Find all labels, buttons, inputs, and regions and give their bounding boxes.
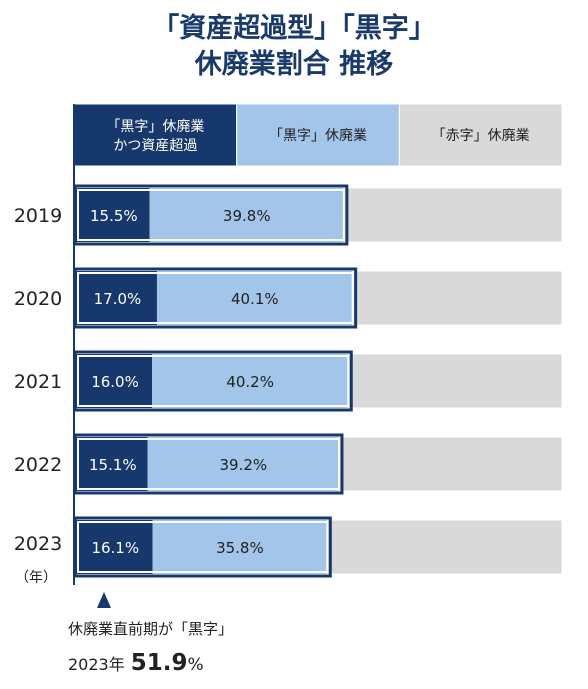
data-label-dark-2020: 17.0% — [94, 290, 142, 308]
bar-outline-2022 — [73, 433, 344, 495]
bar-inner-outline-2023 — [77, 521, 329, 573]
bar-inner-outline-2021 — [77, 355, 350, 407]
note-year: 2023年 — [68, 655, 125, 674]
bar-outline-2023 — [73, 516, 332, 578]
legend-swatch-2 — [236, 103, 400, 167]
note-unit: % — [187, 655, 204, 675]
bar-segment-light-2021 — [152, 354, 349, 408]
bar-outline-2019 — [73, 184, 349, 246]
legend-label-2: 「黒字」休廃業 — [269, 127, 367, 144]
legend-swatch-3 — [398, 103, 563, 167]
data-label-light-2023: 35.8% — [216, 539, 264, 557]
bar-segment-light-2019 — [149, 188, 344, 242]
bar-outline-2020 — [73, 267, 358, 329]
legend-label-3: 「赤字」休廃業 — [432, 127, 530, 144]
bar-segment-light-2022 — [147, 437, 339, 491]
data-label-dark-2023: 16.1% — [91, 539, 139, 557]
chart-title-line1: 「資産超過型」「黒字」 — [152, 13, 436, 44]
data-label-light-2019: 39.8% — [223, 207, 271, 225]
bar-segment-gray-2020 — [352, 270, 563, 326]
bar-segment-dark-2020 — [74, 271, 157, 325]
y-tick-label-2020: 2020 — [14, 288, 62, 310]
data-label-dark-2022: 15.1% — [89, 456, 137, 474]
bar-segment-dark-2023 — [74, 520, 153, 574]
y-tick-label-2022: 2022 — [14, 454, 62, 476]
bar-segment-gray-2021 — [347, 353, 563, 409]
note-value-line: 2023年 51.9% — [68, 650, 204, 676]
y-tick-label-2019: 2019 — [14, 205, 62, 227]
y-unit-label: （年） — [15, 570, 57, 586]
bar-inner-outline-2022 — [77, 438, 340, 490]
bar-segment-light-2023 — [152, 520, 328, 574]
bar-segment-dark-2021 — [74, 354, 153, 408]
bar-segment-gray-2023 — [326, 519, 563, 575]
bar-inner-outline-2019 — [77, 189, 345, 241]
bar-segment-dark-2022 — [74, 437, 148, 491]
bar-inner-outline-2020 — [77, 272, 354, 324]
note-value: 51.9 — [130, 650, 188, 676]
chart-title-line2: 休廃業割合 推移 — [194, 49, 394, 80]
triangle-up-icon — [97, 592, 111, 608]
bar-segment-dark-2019 — [74, 188, 150, 242]
bar-segment-light-2020 — [156, 271, 353, 325]
bar-segment-gray-2022 — [338, 436, 563, 492]
data-label-light-2021: 40.2% — [226, 373, 274, 391]
y-tick-label-2021: 2021 — [14, 371, 62, 393]
bar-outline-2021 — [73, 350, 353, 412]
data-label-dark-2019: 15.5% — [90, 207, 138, 225]
legend-label-1: 「黒字」休廃業かつ資産超過 — [106, 118, 204, 154]
data-label-dark-2021: 16.0% — [91, 373, 139, 391]
note-label: 休廃業直前期が「黒字」 — [68, 620, 234, 638]
bar-segment-gray-2019 — [343, 187, 563, 243]
data-label-light-2020: 40.1% — [231, 290, 279, 308]
legend-swatch-1 — [73, 103, 238, 167]
data-label-light-2022: 39.2% — [220, 456, 268, 474]
y-tick-label-2023: 2023 — [14, 533, 62, 555]
